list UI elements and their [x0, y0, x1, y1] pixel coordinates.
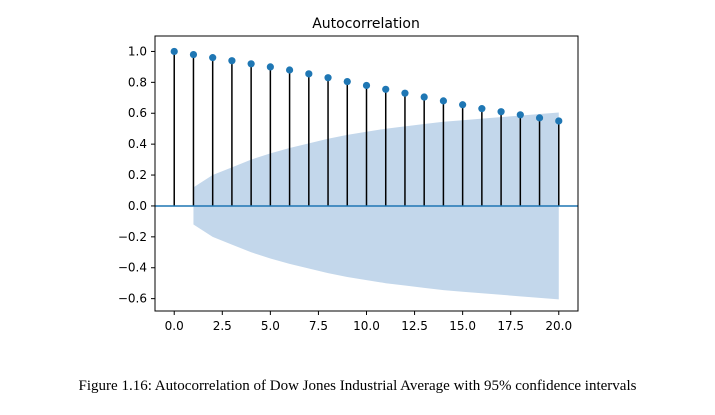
acf-point [459, 101, 467, 109]
acf-point [170, 47, 178, 56]
plot-area [155, 47, 578, 300]
acf-point [516, 111, 524, 119]
acf-point [362, 81, 371, 90]
acf-point [305, 70, 313, 78]
x-tick-label: 12.5 [401, 319, 428, 333]
acf-point [266, 63, 274, 71]
y-tick-label: 0.4 [128, 137, 147, 151]
axes: 0.0 2.5 5.0 7.5 10.0 12.5 15.0 17.5 20.0 1.0 0.8 0.… [118, 35, 579, 333]
y-tick-label: −0.4 [118, 261, 147, 275]
acf-point [401, 89, 409, 97]
acf-point [285, 66, 294, 74]
acf-point [382, 85, 390, 93]
x-tick-label: 17.5 [497, 319, 524, 333]
acf-point [535, 114, 544, 122]
acf-point [497, 108, 505, 116]
acf-point [439, 97, 448, 105]
x-tick-label: 5.0 [261, 319, 280, 333]
y-tick-label: 1.0 [128, 44, 147, 58]
x-tick-label: 15.0 [449, 319, 476, 333]
x-tick-label: 7.5 [309, 319, 328, 333]
acf-point [343, 77, 351, 86]
acf-point [324, 74, 332, 82]
autocorrelation-figure: Autocorrelation 0.0 2.5 5.0 7.5 10.0 12.5 15.0… [118, 16, 579, 333]
acf-point [555, 117, 563, 125]
acf-point [478, 105, 486, 113]
acf-point [247, 60, 255, 68]
x-tick-label: 20.0 [545, 319, 572, 333]
acf-point [209, 54, 217, 62]
x-tick-label: 0.0 [165, 319, 184, 333]
y-tick-label: −0.6 [118, 292, 147, 306]
figure-caption: Figure 1.16: Autocorrelation of Dow Jone… [78, 378, 637, 394]
acf-point [189, 50, 198, 59]
y-tick-label: 0.0 [128, 199, 147, 213]
y-tick-label: 0.2 [128, 168, 147, 182]
acf-point [228, 57, 236, 65]
acf-point [420, 93, 428, 101]
y-tick-label: −0.2 [118, 230, 147, 244]
y-tick-label: 0.8 [128, 75, 147, 89]
x-tick-label: 2.5 [213, 319, 232, 333]
y-tick-label: 0.6 [128, 106, 147, 120]
chart-title: Autocorrelation [312, 16, 420, 32]
x-tick-label: 10.0 [353, 319, 380, 333]
